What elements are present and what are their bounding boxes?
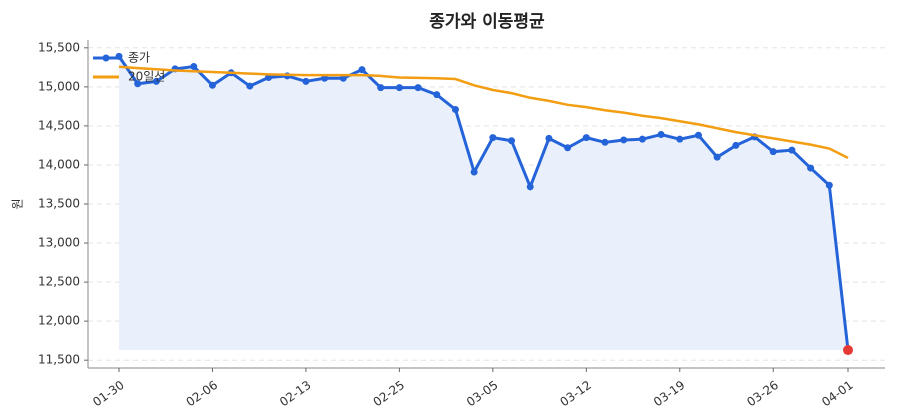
- data-point: [545, 134, 553, 142]
- data-point: [601, 138, 609, 146]
- x-tick-label: 03-05: [464, 378, 501, 409]
- data-point: [825, 181, 833, 189]
- data-point: [713, 153, 721, 161]
- data-point: [526, 183, 534, 191]
- data-point: [395, 84, 403, 92]
- data-point: [470, 168, 478, 176]
- data-point: [339, 74, 347, 82]
- data-point: [377, 84, 385, 92]
- data-point: [843, 345, 853, 356]
- data-point: [657, 130, 665, 138]
- y-tick-label: 14,500: [38, 118, 80, 132]
- y-tick-label: 15,000: [38, 79, 80, 93]
- chart-title: 종가와 이동평균: [429, 12, 545, 32]
- data-point: [321, 74, 329, 82]
- data-point: [433, 91, 441, 99]
- data-point: [414, 84, 422, 92]
- series-line: [118, 65, 849, 160]
- data-point: [732, 141, 740, 149]
- data-point: [358, 66, 366, 74]
- data-point: [451, 106, 459, 114]
- legend-marker: [102, 54, 110, 62]
- data-point: [676, 135, 684, 143]
- y-tick-label: 12,000: [38, 314, 80, 328]
- x-tick-label: 03-12: [557, 378, 594, 409]
- data-point: [265, 73, 273, 81]
- data-point: [489, 134, 497, 142]
- legend-label: 20일선: [128, 70, 165, 84]
- y-tick-label: 15,500: [38, 40, 80, 54]
- data-point: [134, 80, 142, 88]
- data-point: [807, 164, 815, 172]
- x-tick-label: 02-13: [277, 378, 314, 409]
- data-point: [638, 135, 646, 143]
- y-tick-label: 13,000: [38, 236, 80, 250]
- y-tick-label: 14,000: [38, 157, 80, 171]
- y-tick-label: 13,500: [38, 197, 80, 211]
- data-point: [788, 146, 796, 154]
- area: [119, 56, 848, 351]
- x-tick-label: 04-01: [819, 378, 856, 409]
- series-line: [117, 55, 850, 351]
- data-point: [208, 81, 216, 89]
- data-point: [508, 137, 516, 145]
- legend-label: 종가: [128, 51, 150, 65]
- y-tick-label: 11,500: [38, 353, 80, 367]
- data-point: [620, 136, 628, 144]
- data-point: [694, 131, 702, 139]
- y-axis-label: 원: [11, 198, 25, 209]
- x-tick-label: 03-26: [744, 378, 781, 409]
- x-tick-label: 01-30: [90, 378, 127, 409]
- data-point: [582, 134, 590, 142]
- data-point: [769, 148, 777, 156]
- data-point: [302, 77, 310, 85]
- data-point: [246, 82, 254, 90]
- data-point: [190, 63, 198, 71]
- data-point: [564, 144, 572, 152]
- x-tick-label: 02-25: [371, 378, 408, 409]
- y-tick-label: 12,500: [38, 275, 80, 289]
- x-tick-label: 02-06: [184, 378, 221, 409]
- x-tick-label: 03-19: [651, 378, 688, 409]
- data-point: [152, 77, 160, 85]
